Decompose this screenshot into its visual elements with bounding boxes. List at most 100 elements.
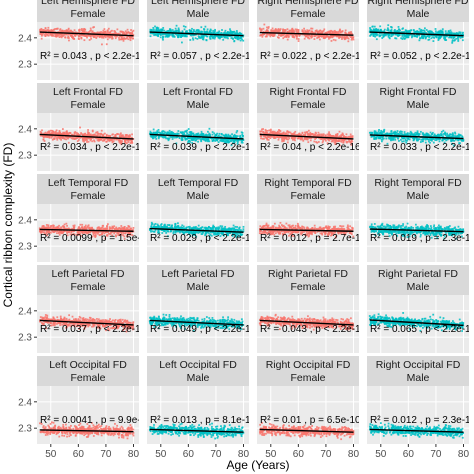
data-point [107, 138, 110, 141]
data-point [214, 30, 216, 32]
data-point [273, 130, 276, 133]
data-point [130, 29, 132, 31]
data-point [447, 135, 450, 138]
data-point [451, 139, 453, 142]
data-point [344, 136, 346, 139]
data-point [280, 34, 282, 37]
data-point [157, 27, 160, 30]
data-point [223, 138, 226, 140]
data-point [459, 138, 461, 141]
data-point [117, 232, 120, 235]
data-point [326, 35, 329, 38]
data-point [188, 139, 191, 142]
data-point [435, 135, 438, 138]
data-point [239, 37, 241, 40]
data-point [342, 141, 345, 144]
data-point [54, 227, 57, 230]
data-point [288, 29, 291, 32]
data-point [66, 31, 69, 34]
data-point [121, 37, 124, 40]
data-point [454, 132, 457, 135]
data-point [192, 34, 195, 37]
data-point [168, 29, 171, 32]
data-point [226, 138, 228, 141]
data-point [153, 28, 155, 31]
data-point [55, 35, 57, 37]
data-point [194, 134, 196, 137]
data-point [83, 39, 86, 42]
data-point [307, 129, 310, 132]
data-point [335, 31, 338, 34]
data-point [418, 39, 421, 42]
data-point [269, 131, 272, 134]
data-point [128, 228, 131, 231]
data-point [443, 36, 446, 38]
data-point [272, 34, 275, 37]
data-point [105, 231, 108, 234]
data-point [375, 29, 377, 32]
data-point [335, 134, 338, 137]
data-point [149, 28, 152, 31]
data-point [317, 141, 320, 143]
data-point [319, 29, 322, 32]
data-point [413, 33, 415, 36]
data-point [350, 139, 353, 142]
data-point [261, 35, 264, 38]
data-point [104, 132, 106, 135]
data-point [59, 28, 62, 30]
data-point [203, 34, 205, 37]
data-point [405, 136, 408, 139]
data-point [351, 37, 353, 40]
data-point [130, 140, 133, 143]
data-point [173, 31, 175, 33]
data-point [440, 134, 443, 137]
data-point [115, 227, 118, 230]
data-point [161, 136, 164, 138]
data-point [422, 37, 424, 40]
data-point [373, 136, 376, 138]
data-point [64, 133, 67, 136]
data-point [162, 36, 164, 38]
data-point [161, 37, 164, 40]
data-point [182, 136, 184, 139]
data-point [115, 35, 118, 38]
data-point [404, 133, 406, 136]
data-point [211, 131, 214, 133]
data-point [47, 227, 50, 230]
data-point [281, 133, 284, 136]
data-point [165, 229, 168, 232]
data-point [286, 38, 289, 41]
data-point [401, 38, 404, 40]
data-point [393, 136, 396, 139]
data-point [77, 228, 80, 230]
data-point [396, 29, 399, 32]
data-point [67, 228, 69, 231]
data-point [383, 32, 386, 35]
data-point [444, 131, 446, 134]
data-point [294, 139, 296, 142]
data-point [345, 141, 348, 144]
data-point [76, 233, 79, 236]
data-point [157, 35, 160, 38]
data-point [236, 35, 238, 38]
data-point [405, 139, 407, 142]
data-point [345, 136, 348, 139]
data-point [306, 137, 308, 140]
data-point [313, 35, 316, 38]
data-point [155, 131, 157, 134]
data-point [40, 33, 43, 36]
data-point [166, 132, 168, 135]
data-point [54, 130, 57, 133]
data-point [82, 34, 84, 37]
data-point [199, 138, 202, 141]
data-point [406, 133, 409, 136]
data-point [377, 137, 380, 140]
data-point [432, 135, 434, 138]
data-point [87, 131, 89, 133]
data-point [197, 137, 199, 140]
data-point [111, 137, 114, 140]
data-point [150, 135, 153, 138]
data-point [321, 35, 324, 38]
data-point [68, 228, 71, 230]
